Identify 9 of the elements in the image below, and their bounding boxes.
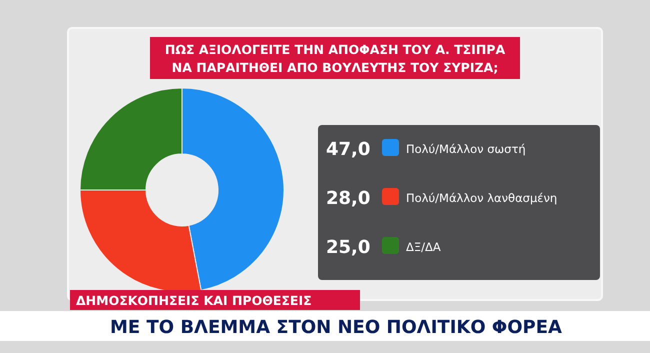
text: ΜΕ ΤΟ ΒΛΕΜΜΑ ΣΤΟΝ ΝΕΟ ΠΟΛΙΤΙΚΟ ΦΟΡΕΑ (110, 317, 562, 338)
data-label: 28,0 (326, 188, 370, 209)
data-label: 47,0 (326, 139, 370, 160)
legend-label: Πολύ/Μάλλον σωστή (406, 142, 526, 156)
text: ΔΗΜΟΣΚΟΠΗΣΕΙΣ ΚΑΙ ΠΡΟΘΕΣΕΙΣ (76, 293, 312, 308)
legend-label: ΔΞ/ΔΑ (406, 240, 441, 254)
data-label: 25,0 (326, 237, 370, 258)
chart-title: ΠΩΣ ΑΞΙΟΛΟΓΕΙΤΕ ΤΗΝ ΑΠΟΦΑΣΗ ΤΟΥ Α. ΤΣΙΠΡΑ ΝΑ ΠΑΡΑΙΤΗΘΕΙ ΑΠΟ ΒΟΥΛΕΥΤΗΣ ΤΟΥ ΣΥΡΙΖΑ; (164, 42, 506, 75)
legend-label: Πολύ/Μάλλον λανθασμένη (406, 191, 558, 205)
